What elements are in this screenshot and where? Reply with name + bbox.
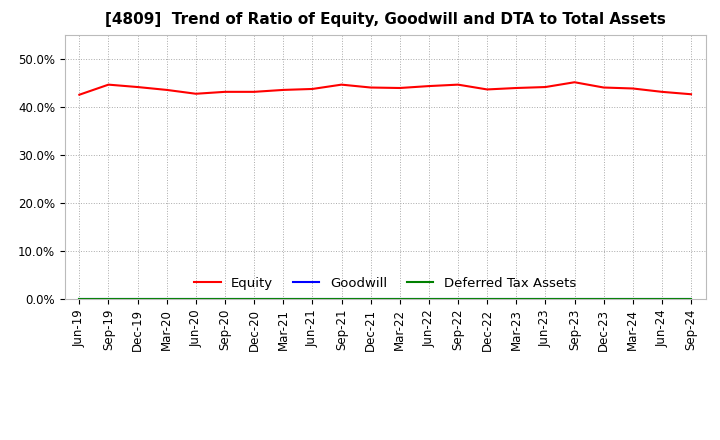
Deferred Tax Assets xyxy=(220,297,229,302)
Equity xyxy=(133,84,142,90)
Deferred Tax Assets xyxy=(657,297,666,302)
Deferred Tax Assets xyxy=(629,297,637,302)
Goodwill xyxy=(163,297,171,302)
Deferred Tax Assets xyxy=(395,297,404,302)
Goodwill xyxy=(395,297,404,302)
Deferred Tax Assets xyxy=(308,297,317,302)
Deferred Tax Assets xyxy=(512,297,521,302)
Line: Equity: Equity xyxy=(79,82,691,95)
Deferred Tax Assets xyxy=(337,297,346,302)
Equity xyxy=(192,91,200,96)
Equity xyxy=(483,87,492,92)
Deferred Tax Assets xyxy=(483,297,492,302)
Deferred Tax Assets xyxy=(163,297,171,302)
Equity xyxy=(570,80,579,85)
Equity xyxy=(687,92,696,97)
Goodwill xyxy=(192,297,200,302)
Equity xyxy=(163,87,171,92)
Goodwill xyxy=(629,297,637,302)
Deferred Tax Assets xyxy=(570,297,579,302)
Goodwill xyxy=(308,297,317,302)
Goodwill xyxy=(657,297,666,302)
Equity xyxy=(366,85,375,90)
Deferred Tax Assets xyxy=(279,297,287,302)
Goodwill xyxy=(220,297,229,302)
Deferred Tax Assets xyxy=(192,297,200,302)
Goodwill xyxy=(104,297,113,302)
Equity xyxy=(279,87,287,92)
Goodwill xyxy=(250,297,258,302)
Equity xyxy=(250,89,258,95)
Goodwill xyxy=(599,297,608,302)
Equity xyxy=(308,86,317,92)
Goodwill xyxy=(570,297,579,302)
Deferred Tax Assets xyxy=(687,297,696,302)
Deferred Tax Assets xyxy=(425,297,433,302)
Title: [4809]  Trend of Ratio of Equity, Goodwill and DTA to Total Assets: [4809] Trend of Ratio of Equity, Goodwil… xyxy=(105,12,665,27)
Goodwill xyxy=(279,297,287,302)
Equity xyxy=(512,85,521,91)
Deferred Tax Assets xyxy=(75,297,84,302)
Equity xyxy=(657,89,666,95)
Goodwill xyxy=(133,297,142,302)
Equity xyxy=(425,84,433,89)
Goodwill xyxy=(75,297,84,302)
Equity xyxy=(541,84,550,90)
Equity xyxy=(337,82,346,87)
Equity xyxy=(395,85,404,91)
Goodwill xyxy=(687,297,696,302)
Deferred Tax Assets xyxy=(250,297,258,302)
Equity xyxy=(104,82,113,87)
Goodwill xyxy=(541,297,550,302)
Goodwill xyxy=(454,297,462,302)
Deferred Tax Assets xyxy=(104,297,113,302)
Deferred Tax Assets xyxy=(454,297,462,302)
Deferred Tax Assets xyxy=(133,297,142,302)
Goodwill xyxy=(337,297,346,302)
Equity xyxy=(599,85,608,90)
Equity xyxy=(75,92,84,97)
Equity xyxy=(629,86,637,91)
Deferred Tax Assets xyxy=(599,297,608,302)
Legend: Equity, Goodwill, Deferred Tax Assets: Equity, Goodwill, Deferred Tax Assets xyxy=(189,271,582,295)
Deferred Tax Assets xyxy=(366,297,375,302)
Goodwill xyxy=(512,297,521,302)
Goodwill xyxy=(483,297,492,302)
Equity xyxy=(220,89,229,95)
Goodwill xyxy=(425,297,433,302)
Deferred Tax Assets xyxy=(541,297,550,302)
Equity xyxy=(454,82,462,87)
Goodwill xyxy=(366,297,375,302)
